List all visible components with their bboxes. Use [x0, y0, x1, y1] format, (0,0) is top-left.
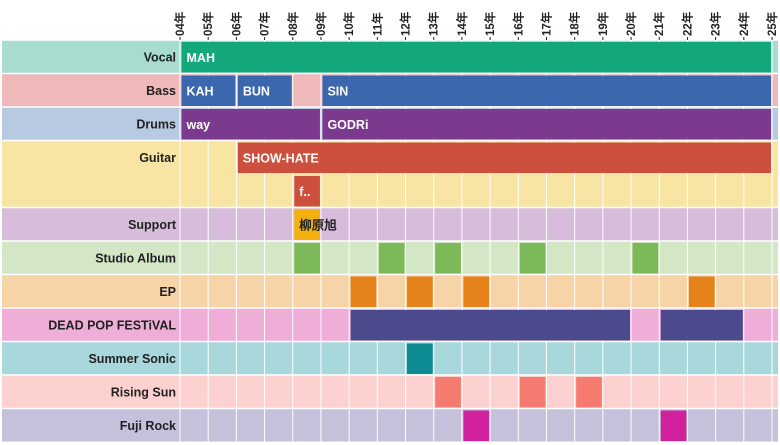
year-tick-label: 07年 — [258, 11, 272, 36]
year-tick-label: 10年 — [342, 11, 356, 36]
year-tick-label: 04年 — [173, 11, 187, 36]
row-label: Bass — [146, 84, 176, 98]
year-tick-label: 23年 — [709, 11, 723, 36]
bar-label: way — [186, 118, 211, 132]
row-band — [180, 241, 778, 274]
year-tick-label: 12年 — [399, 11, 413, 36]
row-label: Vocal — [144, 50, 176, 64]
timeline-bar — [181, 42, 771, 73]
row-label-band — [2, 141, 180, 207]
timeline-bar — [688, 276, 715, 307]
row-label-band — [2, 375, 180, 408]
year-tick-label: 18年 — [568, 11, 582, 36]
timeline-bar — [519, 243, 546, 274]
row-label-band — [2, 107, 180, 140]
row-label-band — [2, 308, 180, 341]
year-tick-label: 15年 — [483, 11, 497, 36]
year-tick-label: 17年 — [539, 11, 553, 36]
year-tick-label: 21年 — [652, 11, 666, 36]
year-tick-label: 20年 — [624, 11, 638, 36]
year-tick-label: 16年 — [511, 11, 525, 36]
year-tick-label: 11年 — [370, 12, 384, 36]
timeline-bar — [294, 209, 320, 240]
row-label-band — [2, 342, 180, 375]
row-band — [180, 342, 778, 375]
year-tick-label: 24年 — [737, 11, 751, 36]
year-tick-label: 19年 — [596, 11, 610, 36]
timeline-bar — [181, 109, 320, 140]
row-label: Guitar — [139, 151, 176, 165]
row-label: Support — [128, 218, 177, 232]
row-band — [180, 375, 778, 408]
row-label: Fuji Rock — [120, 419, 176, 433]
row-label: Studio Album — [95, 251, 176, 265]
row-label-band — [2, 409, 180, 442]
timeline-bar — [660, 410, 687, 441]
timeline-bar — [181, 75, 236, 106]
year-tick-label: 14年 — [455, 11, 469, 36]
timeline-bar — [237, 142, 771, 173]
timeline-bar — [519, 377, 546, 408]
timeline-bar — [660, 310, 743, 341]
row-band — [180, 208, 778, 241]
year-tick-label: 22年 — [680, 11, 694, 36]
timeline-bar — [435, 377, 461, 408]
row-label: Rising Sun — [111, 385, 176, 399]
timeline-bar — [576, 377, 602, 408]
row-label-band — [2, 208, 180, 241]
timeline-bar — [350, 276, 377, 307]
timeline-bar — [322, 75, 771, 106]
timeline-bar — [435, 243, 461, 274]
row-label-band — [2, 241, 180, 274]
bar-label: SHOW-HATE — [243, 151, 319, 165]
year-tick-label: 09年 — [314, 11, 328, 36]
row-label-band — [2, 40, 180, 73]
bar-label: SIN — [327, 84, 348, 98]
year-tick-label: 25年 — [765, 11, 779, 36]
bar-label: MAH — [187, 51, 215, 65]
row-label: EP — [159, 285, 176, 299]
timeline-bar — [237, 75, 292, 106]
bar-label: f.. — [299, 185, 310, 199]
year-tick-label: 06年 — [229, 11, 243, 36]
timeline-bar — [378, 243, 405, 274]
timeline-bar — [407, 343, 433, 374]
year-tick-label: 08年 — [286, 11, 300, 36]
bar-label: BUN — [243, 84, 270, 98]
timeline-bar — [322, 109, 771, 140]
bar-label: 柳原旭 — [299, 217, 337, 232]
row-label: Summer Sonic — [88, 352, 176, 366]
timeline-bar — [407, 276, 433, 307]
row-label-band — [2, 74, 180, 107]
timeline-bar — [632, 243, 659, 274]
year-tick-label: 13年 — [427, 11, 441, 36]
timeline-bar — [294, 243, 320, 274]
row-label: Drums — [136, 117, 176, 131]
row-label: DEAD POP FESTiVAL — [48, 318, 176, 332]
bar-label: KAH — [187, 84, 214, 98]
row-label-band — [2, 275, 180, 308]
year-tick-label: 05年 — [201, 11, 215, 36]
bar-label: GODRi — [327, 118, 368, 132]
timeline-bar — [463, 410, 490, 441]
timeline-bar — [294, 176, 320, 207]
timeline-bar — [350, 310, 631, 341]
timeline-bar — [463, 276, 490, 307]
